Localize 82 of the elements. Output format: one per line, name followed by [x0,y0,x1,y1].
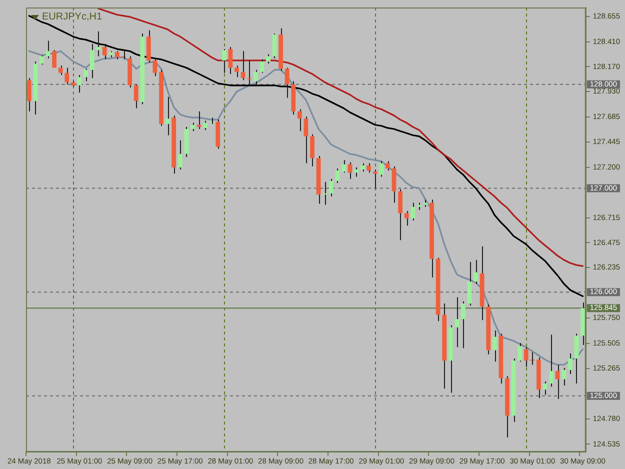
candlestick [216,119,220,150]
candlestick [568,352,572,375]
candlestick [297,108,302,132]
candlestick [392,166,396,204]
candlestick [266,54,270,64]
candlestick [152,58,158,77]
candlestick [146,30,151,64]
candlestick [442,302,447,390]
candlestick [498,333,504,384]
candlestick [115,50,120,60]
candlestick [372,169,378,189]
candlestick [247,60,252,87]
candlestick [304,116,308,164]
candlestick [134,84,138,109]
candlestick [102,43,107,60]
candlestick [234,65,239,78]
candlestick [52,50,57,68]
candlestick [562,367,566,386]
candlestick [454,296,460,348]
candlestick [480,246,484,321]
candlestick [40,54,44,66]
candlestick [184,126,189,158]
candlestick [203,120,208,131]
candlestick [536,356,541,398]
candlestick [316,156,321,204]
candlestick [159,69,164,126]
candlestick [46,40,50,59]
candlestick [360,162,365,172]
candlestick [354,166,358,178]
candlestick [416,202,422,211]
candlestick [272,32,277,59]
candlestick [486,304,491,355]
chart-title: EURJPYc,H1 [42,11,102,22]
candlestick [398,188,403,241]
candlestick [505,376,510,438]
candlestick [278,28,283,72]
candlestick [70,80,76,87]
candlestick [222,48,226,74]
candlestick [379,160,384,178]
candlestick [461,300,466,349]
candlestick [165,96,170,136]
candlestick [328,178,334,198]
candlestick [128,56,132,88]
candlestick [436,257,440,322]
candlestick [77,74,82,94]
candlestick [430,199,434,278]
candlestick [423,199,428,208]
candlestick [140,32,145,105]
candlestick [549,334,554,388]
candlestick [253,69,258,86]
candlestick [291,80,296,115]
candlestick [474,259,478,284]
candlestick [33,61,38,115]
candlestick [410,202,416,221]
candlestick [64,67,70,85]
candlestick [178,140,182,170]
candlestick [190,122,195,132]
candlestick [492,330,497,362]
candlestick [26,78,32,112]
candlestick [574,333,579,384]
candlestick [386,160,390,172]
candlestick [322,181,328,206]
candlestick [260,58,264,74]
candlestick [228,46,233,74]
candlestick [511,358,516,422]
candlestick [310,134,314,167]
candlestick [366,162,372,174]
candlestick [580,302,585,346]
candlestick [555,364,560,400]
candlestick [96,30,101,57]
candlestick [341,160,346,174]
candlestick [335,168,340,184]
candlestick [90,43,94,79]
candlestick [518,342,522,362]
candlestick [467,261,472,306]
candlestick [404,210,409,226]
candlestick [284,67,290,98]
candlestick [108,50,114,58]
candlestick [84,68,88,82]
candlestick [172,115,176,174]
candlestick [58,65,63,76]
candlestick [448,324,453,394]
